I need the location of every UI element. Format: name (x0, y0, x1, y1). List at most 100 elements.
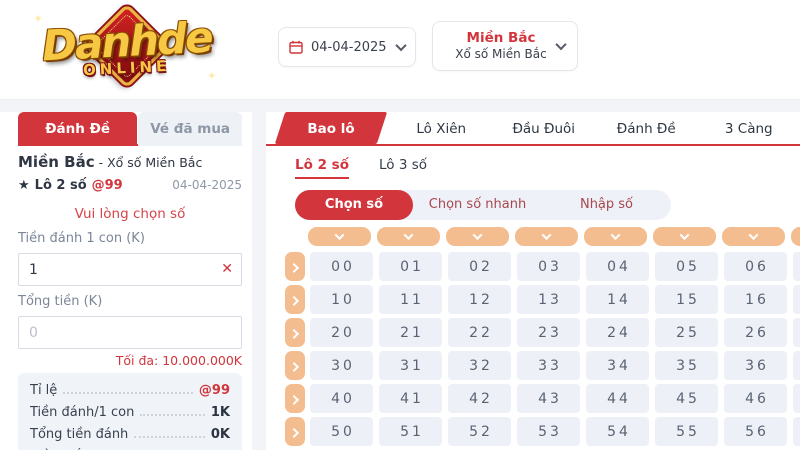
number-cell[interactable]: 56 (724, 417, 787, 446)
number-cell[interactable]: 36 (724, 351, 787, 380)
number-cell[interactable]: 35 (655, 351, 718, 380)
number-cell[interactable]: 26 (724, 318, 787, 347)
number-cell[interactable]: 10 (310, 285, 373, 314)
number-cell[interactable]: 01 (379, 252, 442, 281)
number-cell[interactable]: 15 (655, 285, 718, 314)
tab-danh-de[interactable]: Đánh Đề (616, 121, 676, 137)
number-cell[interactable]: 30 (310, 351, 373, 380)
number-cell[interactable]: 31 (379, 351, 442, 380)
chevron-right-icon (288, 328, 299, 339)
number-cell[interactable]: 34 (586, 351, 649, 380)
tab-3-cang[interactable]: 3 Càng (724, 121, 773, 137)
number-cell[interactable] (793, 318, 800, 347)
number-cell[interactable]: 05 (655, 252, 718, 281)
number-cell[interactable]: 53 (517, 417, 580, 446)
subtab-lo-3-so[interactable]: Lô 3 số (378, 157, 427, 173)
chevron-down-icon (748, 230, 759, 241)
number-cell[interactable]: 54 (586, 417, 649, 446)
row-expand-button[interactable] (285, 384, 305, 413)
tab-label: Bao lô (307, 121, 355, 137)
row-expand-button[interactable] (285, 252, 305, 281)
mode-nhap-so[interactable]: Nhập số (579, 197, 634, 212)
column-select-button[interactable] (308, 227, 371, 246)
number-cell[interactable]: 32 (448, 351, 511, 380)
row-expand-button[interactable] (285, 351, 305, 380)
column-select-button[interactable] (446, 227, 509, 246)
row-expand-button[interactable] (285, 318, 305, 347)
region-name: Miền Bắc (18, 153, 95, 171)
row-expand-button[interactable] (285, 417, 305, 446)
chevron-down-icon (334, 230, 345, 241)
number-cell[interactable]: 12 (448, 285, 511, 314)
number-cell[interactable]: 51 (379, 417, 442, 446)
number-cell[interactable] (793, 417, 800, 446)
number-cell[interactable]: 11 (379, 285, 442, 314)
date-picker[interactable]: 04-04-2025 (278, 27, 416, 67)
number-cell[interactable]: 20 (310, 318, 373, 347)
number-cell[interactable]: 00 (310, 252, 373, 281)
amount-input[interactable] (18, 253, 242, 286)
number-cell[interactable]: 52 (448, 417, 511, 446)
number-grid: 00 01 02 03 04 05 06 10 11 12 13 14 15 16 20 21 22 23 24 25… (285, 227, 800, 446)
number-cell[interactable]: 33 (517, 351, 580, 380)
number-cell[interactable] (793, 252, 800, 281)
column-select-button[interactable] (653, 227, 716, 246)
number-cell[interactable] (793, 351, 800, 380)
number-cell[interactable]: 13 (517, 285, 580, 314)
column-select-button[interactable] (584, 227, 647, 246)
chevron-down-icon (610, 230, 621, 241)
column-select-button[interactable] (791, 227, 800, 246)
total-input[interactable] (18, 316, 242, 349)
number-cell[interactable]: 16 (724, 285, 787, 314)
bet-rate: @99 (91, 178, 123, 193)
number-cell[interactable]: 44 (586, 384, 649, 413)
column-select-button[interactable] (722, 227, 785, 246)
region-selector-title: Miền Bắc (466, 30, 536, 47)
main-panel: Bao lô Lô Xiên Đầu Đuôi Đánh Đề 3 Càng Lô 2 … (266, 112, 800, 450)
mode-chon-so-nhanh[interactable]: Chọn số nhanh (428, 197, 527, 212)
column-select-button[interactable] (377, 227, 440, 246)
tab-bao-lo[interactable]: Bao lô (272, 112, 390, 144)
bet-sidebar: Đánh Đề Vé đã mua Miền Bắc - Xổ số Miền B… (0, 112, 252, 450)
number-cell[interactable]: 14 (586, 285, 649, 314)
row-expand-button[interactable] (285, 285, 305, 314)
number-cell[interactable]: 06 (724, 252, 787, 281)
number-cell[interactable]: 21 (379, 318, 442, 347)
select-number-prompt: Vui lòng chọn số (74, 206, 186, 222)
number-cell[interactable] (793, 285, 800, 314)
number-cell[interactable]: 55 (655, 417, 718, 446)
region-selector[interactable]: Miền Bắc Xổ số Miền Bắc (432, 21, 578, 71)
number-cell[interactable]: 41 (379, 384, 442, 413)
number-cell[interactable]: 04 (586, 252, 649, 281)
number-cell[interactable]: 43 (517, 384, 580, 413)
number-cell[interactable]: 42 (448, 384, 511, 413)
number-row: 50 51 52 53 54 55 56 (285, 417, 800, 446)
number-cell[interactable]: 23 (517, 318, 580, 347)
number-cell[interactable]: 24 (586, 318, 649, 347)
chevron-right-icon (288, 361, 299, 372)
number-cell[interactable]: 02 (448, 252, 511, 281)
tab-lo-xien[interactable]: Lô Xiên (416, 121, 467, 137)
subtab-lo-2-so[interactable]: Lô 2 số (295, 157, 349, 179)
clear-amount-icon[interactable]: ✕ (221, 261, 233, 277)
number-cell[interactable]: 22 (448, 318, 511, 347)
mode-chon-so[interactable]: Chọn số (295, 190, 413, 220)
number-cell[interactable]: 40 (310, 384, 373, 413)
number-row: 20 21 22 23 24 25 26 (285, 318, 800, 347)
logo[interactable]: ✦ ✦ Danhde ONLINE (8, 0, 246, 98)
chevron-down-icon (403, 230, 414, 241)
total-label: Tổng tiền (K) (18, 294, 103, 309)
tab-dau-duoi[interactable]: Đầu Đuôi (512, 121, 576, 137)
number-cell[interactable]: 46 (724, 384, 787, 413)
column-select-button[interactable] (515, 227, 578, 246)
number-cell[interactable]: 45 (655, 384, 718, 413)
number-cell[interactable]: 25 (655, 318, 718, 347)
chevron-right-icon (288, 427, 299, 438)
region-separator: - (94, 155, 108, 170)
number-cell[interactable]: 50 (310, 417, 373, 446)
calendar-icon (289, 40, 303, 54)
number-cell[interactable] (793, 384, 800, 413)
number-cell[interactable]: 03 (517, 252, 580, 281)
sidebar-tab-danh-de[interactable]: Đánh Đề (18, 112, 138, 146)
sidebar-tab-ve-da-mua[interactable]: Vé đã mua (138, 112, 242, 146)
